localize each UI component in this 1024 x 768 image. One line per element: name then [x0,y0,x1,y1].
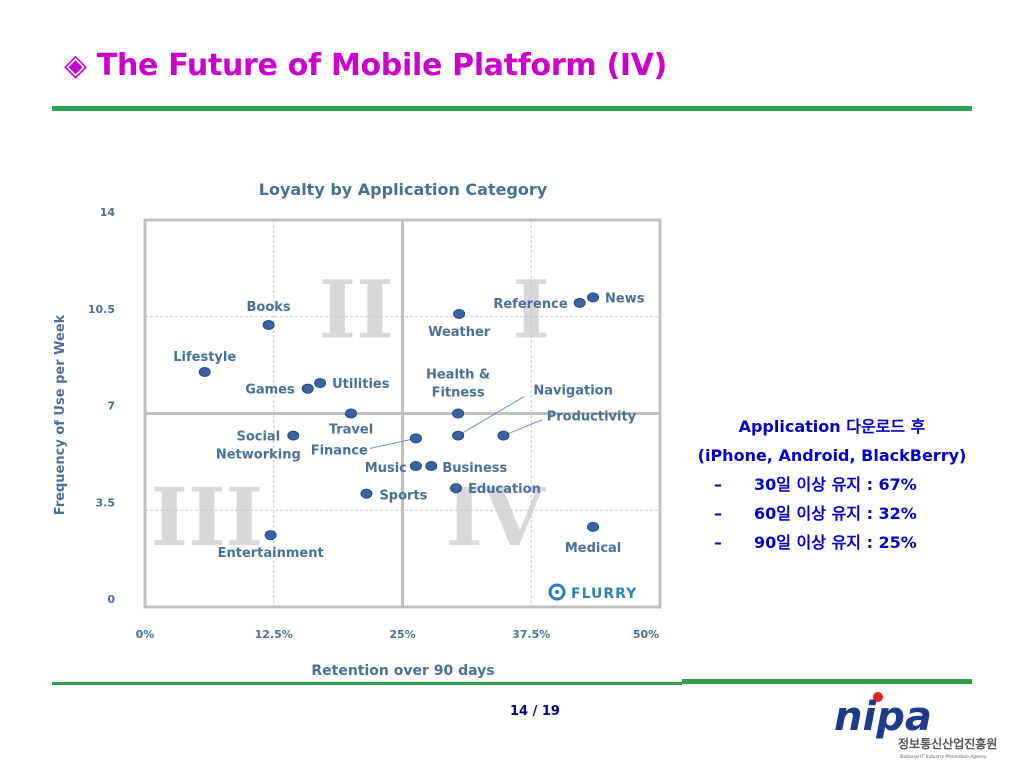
notes-platforms: (iPhone, Android, BlackBerry) [697,446,967,465]
nipa-org-korean: 정보통신산업진흥원 [898,736,997,751]
y-tick-label: 0 [107,593,115,606]
slide-title-text: The Future of Mobile Platform (IV) [96,48,668,83]
notes-heading: Application 다운로드 후 [738,417,926,436]
bottom-divider-left [52,682,682,685]
notes-text: 90일 이상 유지 : 25% [754,533,917,552]
point-label: Music [365,461,407,476]
data-point [587,292,600,303]
slide-title: ◈ The Future of Mobile Platform (IV) [64,48,667,83]
point-label-line: Social [236,430,280,445]
notes-item: – 30일 이상 유지 : 67% [676,470,988,499]
leader-line [369,437,416,449]
bottom-divider-right [682,679,972,684]
data-point [573,297,586,308]
point-label: Health & Fitness [426,368,490,401]
data-point [262,320,275,331]
point-label-line: Health & [426,368,490,383]
data-point [409,461,422,472]
point-label: Medical [565,541,621,556]
data-point [452,430,465,441]
y-tick-label: 7 [107,400,115,413]
notes-text: 30일 이상 유지 : 67% [754,475,917,494]
y-tick-label: 3.5 [96,496,116,509]
data-point [301,383,314,394]
diamond-icon: ◈ [64,48,87,83]
y-tick-label: 14 [100,206,116,219]
x-tick-label: 0% [136,628,155,641]
chart-ticks: 0 3.5 7 10.5 14 0% 12.5% 25% 37.5% 50% [88,206,659,641]
point-label: News [605,291,645,306]
nipa-logo-text: nipa [834,694,932,740]
point-label: Utilities [332,377,390,392]
flurry-logo-text: FLURRY [571,586,637,602]
point-label: Finance [311,443,368,458]
notes-panel: Application 다운로드 후 (iPhone, Android, Bla… [676,412,988,557]
point-label: Games [245,383,295,398]
notes-item: – 90일 이상 유지 : 25% [676,528,988,557]
x-axis-label: Retention over 90 days [311,663,494,679]
flurry-watermark: FLURRY [548,583,637,602]
nipa-org-english: National IT Industry Promotion Agency [900,754,987,760]
data-point [587,521,600,532]
leader-line [457,396,525,437]
flurry-logo-dot [555,590,559,594]
flurry-logo-icon [548,583,566,601]
notes-dash: – [714,504,722,523]
point-label: Productivity [547,410,637,425]
x-tick-label: 37.5% [512,628,550,641]
data-point [453,308,466,319]
nipa-logo: nipa 정보통신산업진흥원 National IT Industry Prom… [834,692,997,760]
point-label: Business [442,461,507,476]
data-point [450,483,463,494]
point-label: Books [247,300,291,315]
quadrant-label: II [319,263,394,357]
notes-item: – 60일 이상 유지 : 32% [676,499,988,528]
point-label: Sports [379,489,427,504]
x-tick-label: 12.5% [255,628,293,641]
point-label: Travel [329,423,373,438]
nipa-red-dot-icon [873,692,883,702]
point-label: Lifestyle [173,350,236,365]
point-label: Weather [428,325,491,340]
data-point [314,378,327,389]
data-point [287,430,300,441]
notes-text: 60일 이상 유지 : 32% [754,504,917,523]
data-point [345,408,357,419]
data-point [425,461,438,472]
chart-title: Loyalty by Application Category [259,180,548,199]
data-point [497,430,510,441]
top-divider [52,106,972,111]
quadrant-label: III [151,470,263,564]
data-point [198,367,211,378]
leader-line [503,419,543,437]
point-label: Reference [493,297,567,312]
data-point [360,488,373,499]
leader-lines [369,396,543,449]
data-point [452,408,465,419]
notes-dash: – [714,533,722,552]
x-tick-label: 25% [389,628,415,641]
y-axis-label: Frequency of Use per Week [53,314,68,515]
point-label: Entertainment [218,546,324,561]
y-tick-label: 10.5 [88,303,115,316]
data-point [264,530,277,541]
page-number: 14 / 19 [510,704,560,719]
notes-dash: – [714,475,722,494]
data-point [409,433,422,444]
point-label: Education [468,482,541,497]
chart-axes [143,218,662,609]
x-tick-label: 50% [633,628,659,641]
point-label-line: Networking [216,448,301,463]
quadrant-label: IV [445,470,546,564]
point-label: Social Networking [216,430,301,463]
point-label-line: Fitness [432,386,485,401]
point-label: Navigation [533,384,613,399]
data-points [198,292,600,541]
